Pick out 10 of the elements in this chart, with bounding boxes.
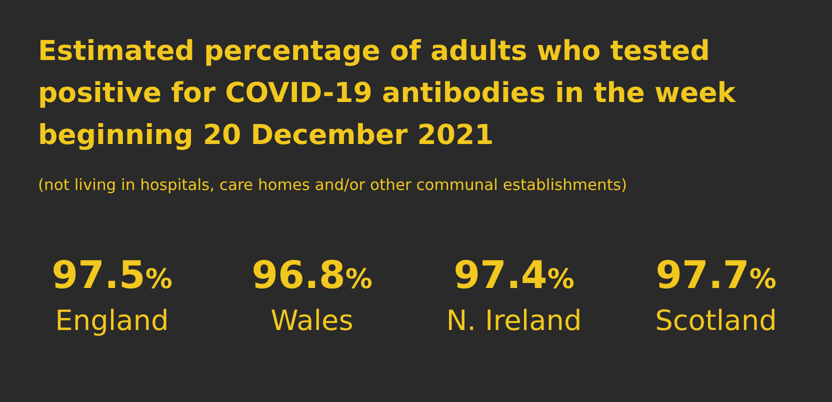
data-label: 97.7% (654, 252, 778, 299)
data-label: 97.5% (50, 252, 174, 299)
data-label: 96.8% (250, 252, 374, 299)
text: Estimated percentage of adults who tested positive for COVID-19 antibodies in the week beginning 20 December 2021 (38, 34, 737, 153)
category-label: England (54, 303, 170, 339)
category-label: Scotland (654, 303, 778, 339)
data-label: 97.4% (452, 252, 576, 299)
category-label: N. Ireland (445, 303, 583, 339)
category-label: Wales (270, 303, 354, 339)
text: (not living in hospitals, care homes and/or other communal establishments) (38, 175, 628, 196)
